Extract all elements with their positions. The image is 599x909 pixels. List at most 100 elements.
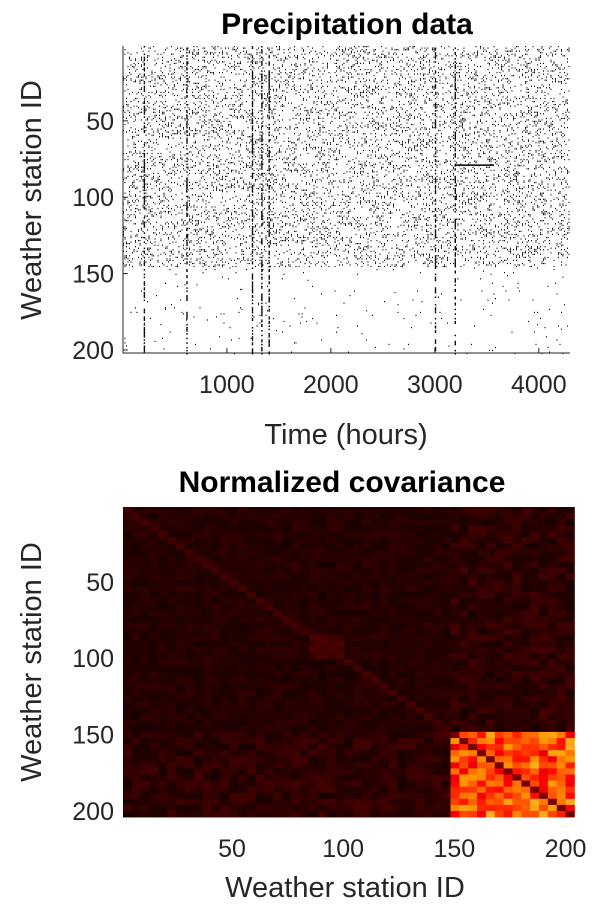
rain-mark — [423, 174, 424, 176]
rain-mark — [271, 111, 273, 113]
rain-mark — [372, 93, 373, 95]
rain-mark — [385, 186, 387, 188]
rain-mark — [225, 178, 226, 181]
rain-mark — [303, 76, 304, 78]
rain-mark — [543, 154, 544, 156]
rain-mark — [553, 101, 555, 103]
rain-mark — [424, 81, 426, 83]
rain-mark — [252, 96, 253, 98]
rain-mark — [367, 123, 369, 126]
rain-mark — [414, 156, 415, 158]
rain-mark — [213, 189, 214, 191]
rain-mark — [243, 85, 244, 87]
rain-mark — [201, 88, 202, 91]
rain-mark — [256, 163, 258, 165]
rain-mark — [537, 186, 538, 188]
rain-mark — [552, 64, 553, 66]
rain-mark — [159, 195, 160, 197]
rain-mark — [552, 55, 553, 57]
rain-mark — [381, 46, 382, 48]
rain-mark — [300, 85, 301, 87]
rain-mark — [474, 181, 475, 184]
rain-mark — [450, 67, 451, 69]
rain-mark — [360, 171, 361, 173]
rain-mark — [564, 127, 565, 129]
rain-mark — [400, 143, 402, 146]
rain-mark — [127, 165, 129, 167]
rain-mark — [427, 183, 429, 185]
rain-mark — [441, 108, 442, 110]
precipitation-marks — [123, 46, 570, 355]
rain-mark — [400, 166, 402, 168]
rain-mark — [202, 198, 204, 200]
rain-mark — [385, 134, 387, 136]
rain-mark — [460, 94, 462, 97]
rain-mark — [462, 142, 463, 144]
rain-mark — [553, 157, 555, 159]
rain-mark — [391, 107, 393, 109]
rain-mark — [387, 119, 388, 121]
rain-mark — [532, 72, 534, 74]
rain-mark — [171, 146, 172, 149]
rain-mark — [319, 127, 321, 129]
rain-mark — [250, 139, 252, 141]
rain-mark — [544, 105, 546, 107]
rain-mark — [355, 157, 357, 159]
rain-mark — [442, 140, 444, 142]
rain-mark — [567, 183, 568, 185]
rain-mark — [420, 142, 421, 144]
rain-mark — [426, 96, 427, 98]
rain-mark — [180, 125, 181, 127]
rain-mark — [466, 94, 468, 97]
rain-mark — [538, 149, 540, 152]
rain-mark — [183, 49, 184, 51]
precipitation-title: Precipitation data — [221, 8, 473, 41]
rain-mark — [202, 134, 204, 136]
rain-mark — [487, 101, 489, 103]
rain-mark — [529, 131, 531, 133]
rain-mark — [300, 195, 301, 197]
rain-mark — [496, 194, 498, 196]
rain-mark — [283, 168, 285, 170]
rain-mark — [390, 143, 391, 146]
rain-mark — [553, 145, 555, 147]
rain-mark — [189, 108, 190, 110]
rain-mark — [135, 200, 136, 202]
rain-mark — [486, 175, 487, 178]
rain-mark — [151, 91, 153, 94]
rain-mark — [400, 185, 402, 187]
rain-mark — [268, 110, 270, 112]
rain-mark — [376, 61, 378, 63]
rain-mark — [258, 172, 259, 175]
rain-mark — [559, 143, 561, 146]
rain-mark — [445, 76, 447, 78]
rain-mark — [544, 152, 546, 155]
rain-mark — [258, 151, 259, 153]
rain-mark — [358, 73, 360, 75]
rain-mark — [187, 174, 189, 176]
rain-mark — [267, 148, 268, 150]
rain-mark — [133, 105, 135, 107]
rain-mark — [174, 62, 175, 65]
rain-mark — [133, 136, 135, 138]
rain-mark — [274, 130, 276, 132]
rain-mark — [159, 175, 160, 178]
rain-mark — [424, 82, 426, 84]
rain-mark — [502, 84, 504, 86]
rain-mark — [142, 68, 144, 71]
rain-mark — [423, 67, 424, 69]
rain-mark — [388, 188, 390, 190]
rain-mark — [363, 50, 364, 52]
rain-mark — [327, 101, 328, 103]
rain-mark — [145, 76, 147, 78]
rain-mark — [154, 192, 156, 194]
rain-mark — [471, 72, 472, 74]
rain-mark — [444, 122, 445, 124]
rain-mark — [162, 62, 163, 65]
rain-mark — [510, 177, 511, 179]
rain-mark — [301, 142, 303, 144]
rain-mark — [313, 146, 315, 149]
rain-mark — [202, 145, 204, 147]
rain-mark — [336, 102, 337, 104]
rain-mark — [411, 93, 412, 95]
